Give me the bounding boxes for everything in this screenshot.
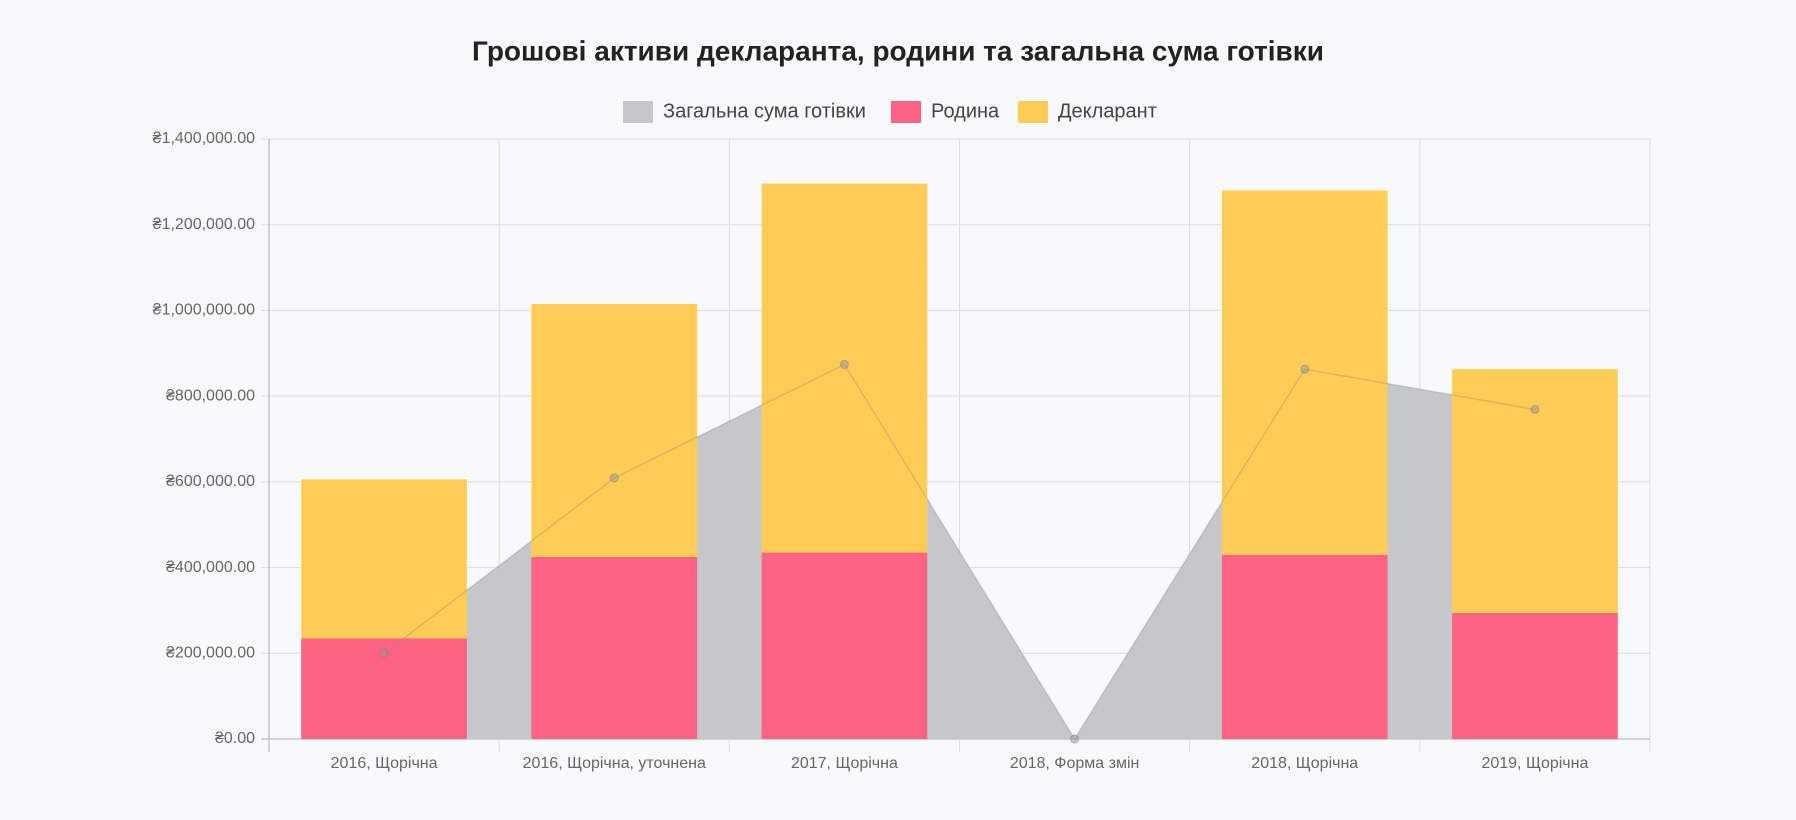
point [839,359,849,369]
x-tick-label: 2016, Щорічна [331,755,438,772]
chart-title: Грошові активи декларанта, родини та заг… [472,35,1324,66]
y-tick-label: ₴800,000.00 [166,387,255,404]
y-tick-label: ₴600,000.00 [166,473,255,490]
bar [531,556,698,739]
point [609,473,619,483]
x-tick-label: 2018, Форма змін [1010,755,1140,772]
x-tick-label: 2017, Щорічна [791,755,898,772]
bar [301,479,467,639]
y-tick-label: ₴0.00 [215,730,255,747]
legend-label: Загальна сума готівки [663,100,866,122]
legend-swatch [891,101,921,123]
point [1530,404,1540,414]
y-tick-label: ₴400,000.00 [166,559,255,576]
x-tick-label: 2019, Щорічна [1481,755,1588,772]
y-tick-label: ₴200,000.00 [166,645,255,662]
bar [761,552,928,739]
y-tick-label: ₴1,000,000.00 [153,302,255,319]
x-tick-label: 2018, Щорічна [1251,755,1358,772]
legend-label: Родина [931,100,1000,122]
bar [1221,554,1388,739]
legend-swatch [1018,101,1048,123]
point [1300,364,1310,374]
point [379,648,389,658]
point [1070,734,1080,744]
bar [531,304,698,557]
line [383,363,1536,741]
bar [1452,613,1618,739]
x-tick-label: 2016, Щорічна, уточнена [523,755,706,772]
legend-swatch [623,101,653,123]
y-tick-label: ₴1,400,000.00 [153,130,255,147]
y-tick-label: ₴1,200,000.00 [153,216,255,233]
legend-label: Декларант [1058,100,1157,122]
